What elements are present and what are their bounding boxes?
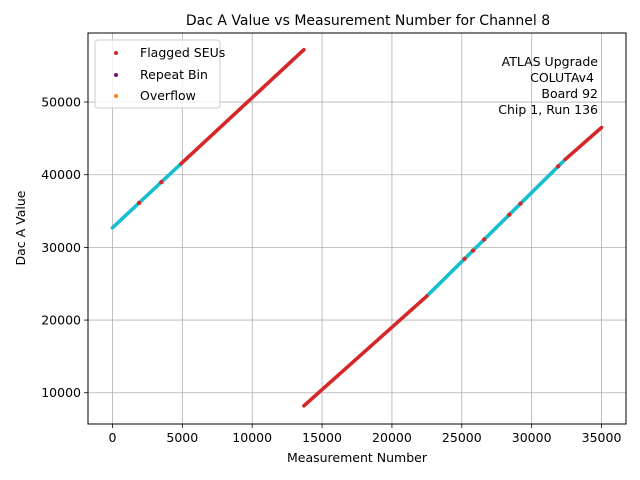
y-tick-label: 40000 xyxy=(41,167,81,182)
flagged-seu-point xyxy=(518,201,523,206)
x-tick-label: 0 xyxy=(108,430,116,445)
flagged-seu-point xyxy=(462,256,467,262)
flagged-seu-run xyxy=(302,294,429,408)
flagged-seu-run xyxy=(179,47,306,166)
legend-marker-overflow xyxy=(114,94,118,98)
x-tick-label: 5000 xyxy=(166,430,198,445)
legend: Flagged SEUs Repeat Bin Overflow xyxy=(94,39,225,109)
y-tick-label: 20000 xyxy=(41,313,81,328)
flagged-seu-point xyxy=(507,212,512,217)
legend-marker-flagged-seus xyxy=(114,51,118,55)
flagged-seu-point xyxy=(159,179,164,185)
y-tick-label: 30000 xyxy=(41,240,81,255)
data-point-run xyxy=(110,162,183,230)
legend-box xyxy=(94,39,221,109)
data-point-run xyxy=(425,157,568,298)
data-layer xyxy=(110,47,604,408)
x-tick-label: 30000 xyxy=(512,430,552,445)
flagged-seu-point xyxy=(556,164,561,169)
y-tick-label: 10000 xyxy=(41,385,81,400)
x-tick-label: 10000 xyxy=(232,430,272,445)
flagged-seu-point xyxy=(470,248,476,253)
annotation-line-3: Board 92 xyxy=(541,86,598,101)
chart-title: Dac A Value vs Measurement Number for Ch… xyxy=(186,13,550,29)
run-annotation: ATLAS Upgrade COLUTAv4 Board 92 Chip 1, … xyxy=(498,54,598,117)
annotation-line-1: ATLAS Upgrade xyxy=(502,54,599,69)
x-axis-label: Measurement Number xyxy=(287,450,428,465)
axis-ticks: 0 5000 10000 15000 20000 25000 30000 35000 10000… xyxy=(41,95,621,445)
legend-label-repeat-bin: Repeat Bin xyxy=(140,67,208,82)
x-tick-label: 35000 xyxy=(582,430,622,445)
legend-marker-repeat-bin xyxy=(114,73,118,77)
flagged-seu-run xyxy=(563,125,604,162)
annotation-line-4: Chip 1, Run 136 xyxy=(498,102,598,117)
x-tick-label: 20000 xyxy=(372,430,412,445)
plot-frame xyxy=(87,32,627,425)
legend-label-flagged-seus: Flagged SEUs xyxy=(140,45,225,60)
y-tick-label: 50000 xyxy=(41,95,81,110)
y-axis-label: Dac A Value xyxy=(13,190,28,265)
flagged-seu-point xyxy=(481,237,487,242)
x-tick-label: 15000 xyxy=(302,430,342,445)
x-tick-label: 25000 xyxy=(442,430,482,445)
annotation-line-2: COLUTAv4 xyxy=(530,70,594,85)
flagged-seu-point xyxy=(136,200,142,206)
legend-label-overflow: Overflow xyxy=(140,88,196,103)
